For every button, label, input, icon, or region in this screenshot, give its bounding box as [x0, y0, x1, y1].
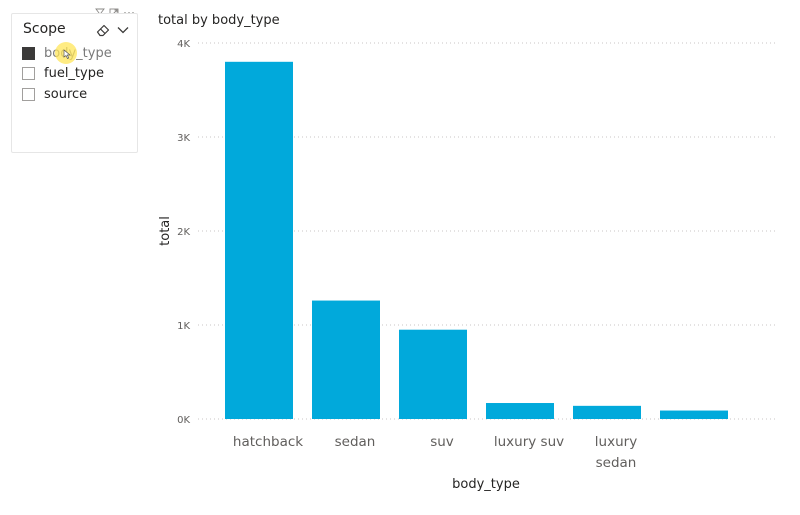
bar[interactable] — [312, 300, 380, 419]
x-tick-label: sedan — [335, 434, 376, 450]
bar[interactable] — [573, 405, 641, 419]
bar[interactable] — [399, 329, 467, 419]
x-tick-label: hatchback — [233, 434, 303, 450]
x-tick-label: luxury suv — [494, 434, 564, 450]
scope-slicer: Scope body_type fuel_type source — [11, 13, 138, 153]
slicer-item-label: source — [44, 86, 88, 102]
slicer-item-source[interactable]: source — [22, 84, 112, 105]
checkbox-unchecked[interactable] — [22, 67, 35, 81]
slicer-item-fuel-type[interactable]: fuel_type — [22, 64, 112, 85]
bars — [225, 61, 728, 420]
y-tick-label: 1K — [177, 321, 190, 332]
x-tick-label: sedan — [596, 455, 637, 471]
slicer-item-label: fuel_type — [44, 66, 104, 82]
y-tick-label: 4K — [177, 39, 190, 50]
bar[interactable] — [486, 403, 554, 419]
bar[interactable] — [660, 410, 728, 419]
slicer-title: Scope — [23, 21, 66, 37]
chart-title: total by body_type — [158, 13, 280, 28]
y-tick-label: 2K — [177, 227, 190, 238]
bar[interactable] — [225, 61, 293, 420]
y-tick-label: 3K — [177, 133, 190, 144]
x-tick-label: suv — [430, 434, 454, 450]
x-tick-label: luxury — [595, 434, 637, 450]
checkbox-checked[interactable] — [22, 46, 35, 60]
chevron-down-icon[interactable] — [116, 22, 130, 36]
y-tick-label: 0K — [177, 415, 190, 426]
x-axis-labels: hatchback sedan suv luxury suv luxury sedan — [233, 434, 637, 471]
y-axis-title: total — [158, 216, 173, 246]
checkbox-unchecked[interactable] — [22, 87, 35, 101]
y-axis-ticks: 0K 1K 2K 3K 4K — [177, 39, 190, 426]
eraser-icon[interactable] — [95, 22, 111, 38]
more-options-icon[interactable] — [123, 3, 134, 14]
x-axis-title: body_type — [452, 477, 520, 492]
